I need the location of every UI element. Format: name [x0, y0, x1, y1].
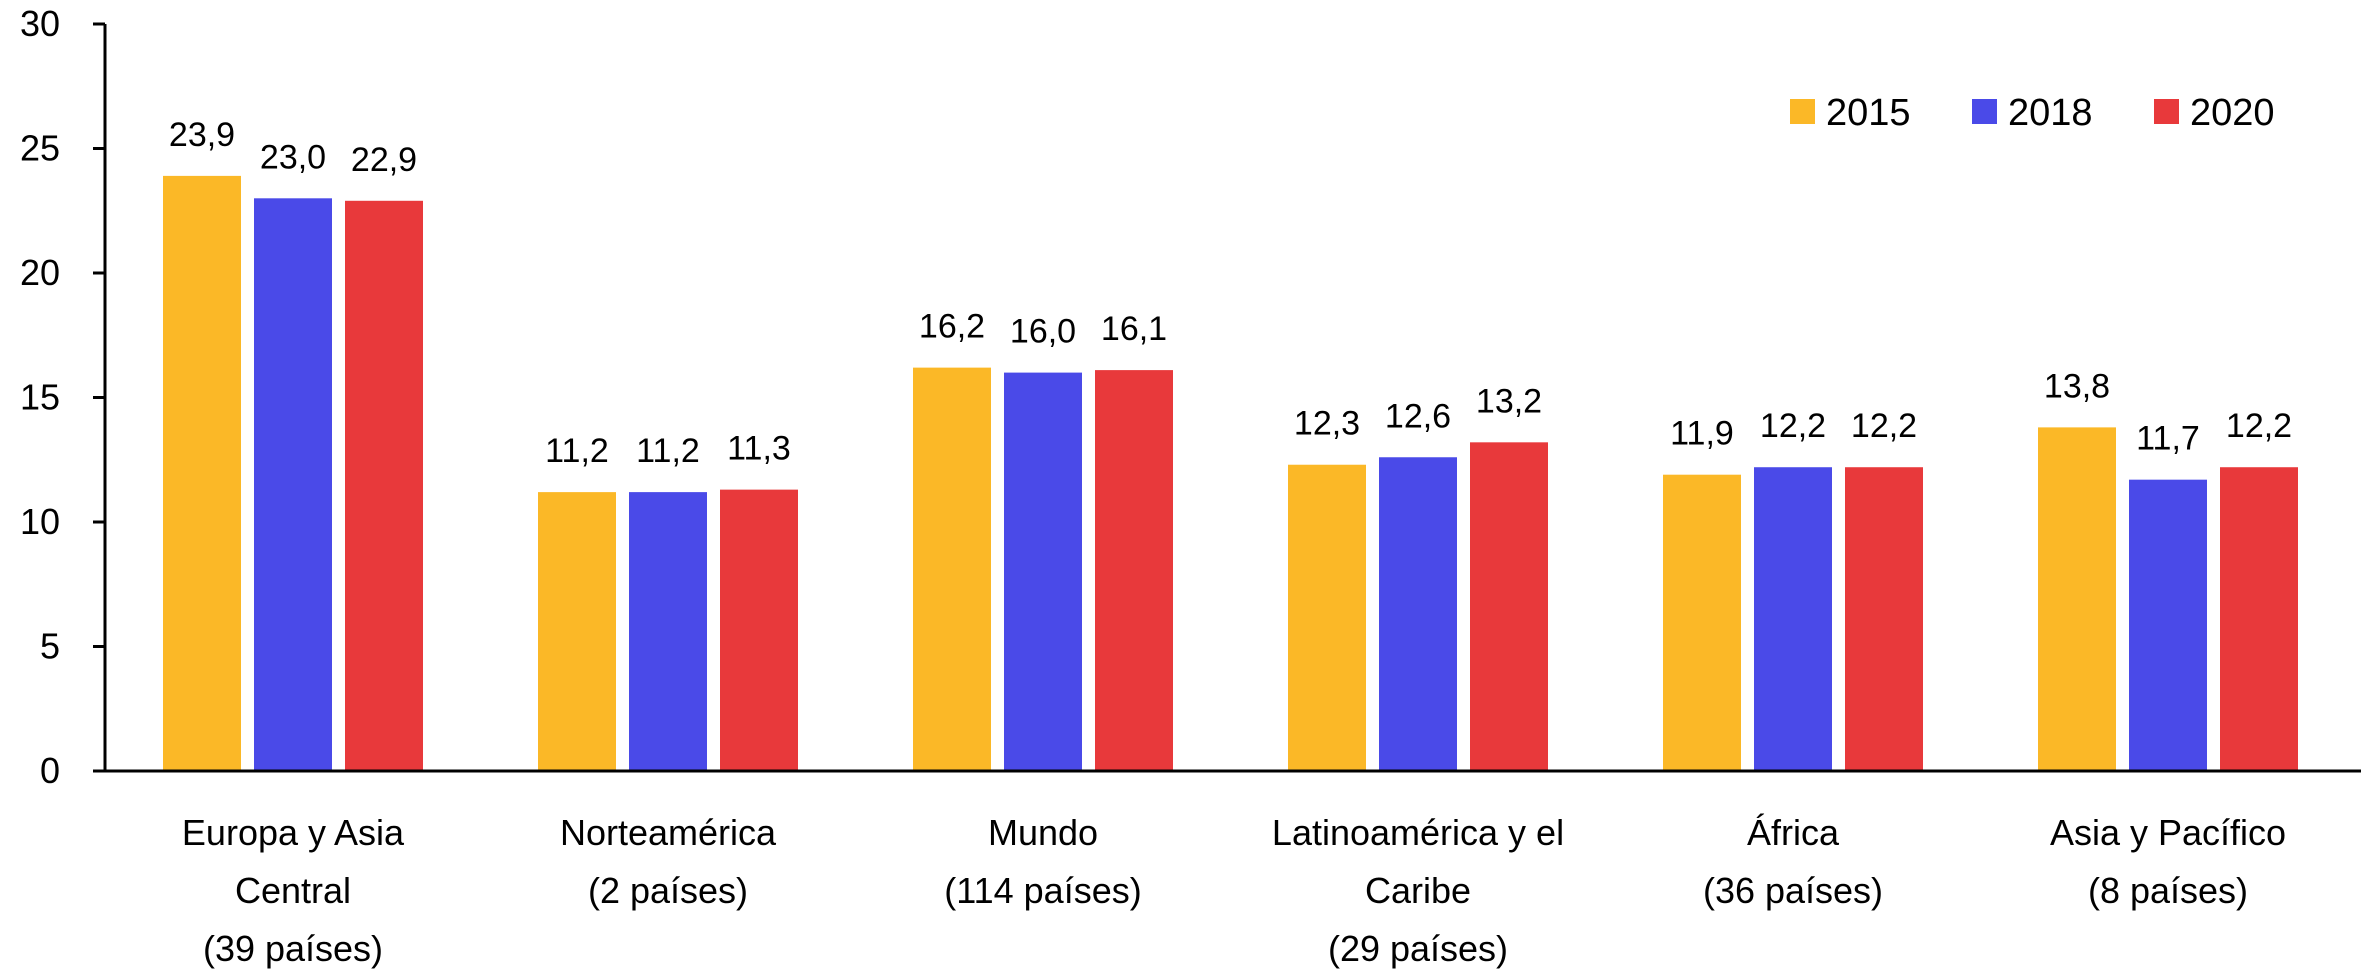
category-label: (8 países) [2088, 870, 2248, 911]
category-label: Latinoamérica y el [1272, 812, 1564, 853]
bar-2015-0 [163, 175, 241, 771]
data-label: 16,2 [919, 308, 985, 346]
bar-2015-5 [2038, 427, 2116, 771]
bar-2018-0 [254, 198, 332, 772]
y-axis: 0 5 10 15 20 25 30 [20, 3, 107, 791]
data-label: 12,3 [1294, 405, 1360, 443]
bar-2015-3 [1288, 464, 1366, 771]
category-label: Europa y Asia [182, 812, 405, 853]
data-label: 12,2 [2226, 407, 2292, 445]
bars [163, 175, 2298, 772]
x-axis: Europa y Asia Central (39 países) Norteamér… [105, 769, 2361, 969]
category-label: (114 países) [944, 870, 1141, 911]
legend-swatch-2020 [2154, 99, 2179, 124]
bar-2018-1 [629, 492, 707, 771]
bar-2020-3 [1470, 442, 1548, 771]
category-label: Central [235, 870, 351, 911]
bar-2018-4 [1754, 467, 1832, 771]
data-label: 13,8 [2044, 367, 2110, 405]
category-label: África [1747, 812, 1840, 853]
bar-2018-5 [2129, 479, 2207, 771]
data-label: 12,6 [1385, 397, 1451, 435]
data-label: 11,7 [2136, 420, 2200, 458]
data-label: 23,0 [260, 138, 326, 176]
category-label: Asia y Pacífico [2050, 812, 2286, 853]
data-label: 12,2 [1760, 407, 1826, 445]
category-label: (2 países) [588, 870, 748, 911]
data-label: 16,1 [1101, 310, 1167, 348]
data-label: 12,2 [1851, 407, 1917, 445]
legend-swatch-2018 [1972, 99, 1997, 124]
legend-swatch-2015 [1790, 99, 1815, 124]
y-tick-label: 20 [20, 252, 60, 293]
legend-label: 2020 [2190, 92, 2275, 134]
y-tick-label: 15 [20, 377, 60, 418]
category-label: Caribe [1365, 870, 1471, 911]
category-label: (29 países) [1328, 928, 1508, 969]
bar-2015-4 [1663, 474, 1741, 771]
data-label: 11,9 [1670, 415, 1734, 453]
category-label: Mundo [988, 812, 1098, 853]
bar-2018-3 [1379, 457, 1457, 771]
bar-2020-5 [2220, 467, 2298, 771]
bar-2020-1 [720, 489, 798, 771]
y-tick-label: 5 [40, 626, 60, 667]
y-tick-label: 0 [40, 750, 60, 791]
bar-2020-4 [1845, 467, 1923, 771]
bar-2015-1 [538, 492, 616, 771]
legend-label: 2015 [1826, 92, 1911, 134]
data-labels: 23,9 23,0 22,9 11,2 11,2 11,3 16,2 16,0 16,1 12,3… [169, 116, 2292, 470]
data-label: 13,2 [1476, 382, 1542, 420]
data-label: 11,2 [545, 432, 609, 470]
y-tick-label: 10 [20, 501, 60, 542]
data-label: 11,2 [636, 432, 700, 470]
category-label: Norteamérica [560, 812, 777, 853]
bar-2018-2 [1004, 372, 1082, 771]
legend: 2015 2018 2020 [1790, 92, 2275, 134]
category-label: (36 países) [1703, 870, 1883, 911]
y-tick-label: 30 [20, 3, 60, 44]
bar-2020-0 [345, 200, 423, 772]
data-label: 16,0 [1010, 313, 1076, 351]
bar-2015-2 [913, 367, 991, 771]
data-label: 11,3 [727, 430, 791, 468]
y-tick-label: 25 [20, 128, 60, 169]
legend-label: 2018 [2008, 92, 2093, 134]
data-label: 23,9 [169, 116, 235, 154]
data-label: 22,9 [351, 141, 417, 179]
bar-2020-2 [1095, 370, 1173, 771]
category-label: (39 países) [203, 928, 383, 969]
